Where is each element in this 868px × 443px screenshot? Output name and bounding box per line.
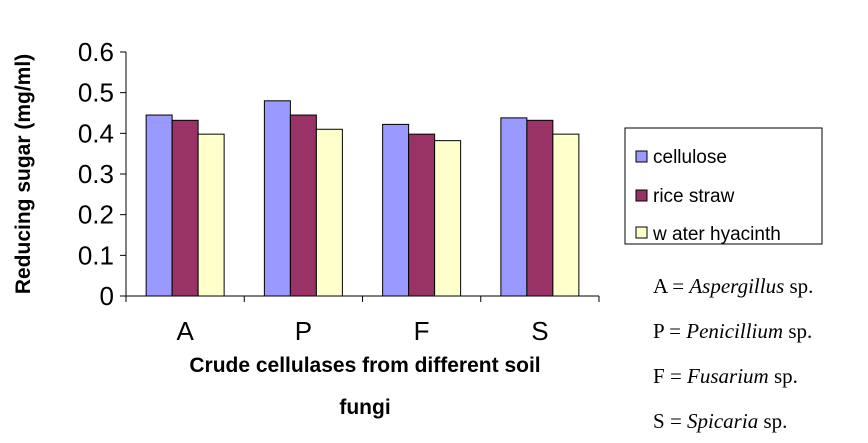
axes: A P F S 0 0.1 0.2 0.3 0.4 0.5 0.6 [78,37,600,346]
x-axis-title-line-2: fungi [339,396,390,419]
bar-F-w-ater-hyacinth [434,140,462,297]
y-tick-label: 0.5 [78,78,114,108]
key-genus: Penicillium [686,319,784,343]
key-line-fusarium: F = Fusarium sp. [653,364,798,389]
bar-P-w-ater-hyacinth [315,128,343,297]
bar-P-rice-straw [289,114,317,297]
key-equals: = [667,274,690,298]
key-line-penicillium: P = Penicillium sp. [653,319,812,344]
bar-A-rice-straw [171,119,199,297]
key-equals: = [664,409,688,433]
legend-label-rice-straw: rice straw [653,186,735,207]
bar-A-cellulose [145,114,173,297]
key-letter: A [653,274,668,298]
legend-label-cellulose: cellulose [653,147,727,168]
y-axis-title: Reducing sugar (mg/ml) [12,54,35,294]
key-suffix: sp. [783,319,813,343]
bar-F-cellulose [382,123,410,297]
x-tick-label: P [295,316,312,346]
y-tick-label: 0 [100,281,114,311]
key-genus: Spicaria [687,409,759,433]
key-letter: P [653,319,664,343]
legend-frame [624,127,823,245]
bar-S-cellulose [500,117,528,297]
legend-swatch-cellulose [635,150,648,163]
legend-swatch-rice-straw [635,189,648,202]
bar-F-rice-straw [408,133,436,297]
key-suffix: sp. [758,409,788,433]
bar-S-w-ater-hyacinth [552,133,580,297]
bar-P-cellulose [263,100,291,297]
y-tick-label: 0.1 [78,240,114,270]
x-tick-label: F [414,316,430,346]
plot-area [145,100,580,297]
key-genus: Aspergillus [689,274,785,298]
legend-label-water-hyacinth: w ater hyacinth [652,224,781,245]
key-letter: F [653,364,665,388]
y-tick-label: 0.4 [78,118,114,148]
key-equals: = [664,364,688,388]
y-tick-label: 0.6 [78,37,114,67]
x-axis-title-line-1: Crude cellulases from different soil [189,354,540,377]
y-tick-label: 0.2 [78,200,114,230]
y-tick-label: 0.3 [78,159,114,189]
key-equals: = [663,319,687,343]
legend: cellulose rice straw w ater hyacinth [624,127,823,245]
key-line-aspergillus: A = Aspergillus sp. [653,274,813,299]
key-suffix: sp. [784,274,814,298]
bar-A-w-ater-hyacinth [197,133,225,297]
x-tick-label: S [531,316,548,346]
key-letter: S [653,409,665,433]
key-genus: Fusarium [687,364,769,388]
key-line-spicaria: S = Spicaria sp. [653,409,787,434]
x-tick-label: A [176,316,194,346]
bar-S-rice-straw [526,119,554,297]
legend-swatch-water-hyacinth [635,226,648,239]
key-suffix: sp. [768,364,798,388]
